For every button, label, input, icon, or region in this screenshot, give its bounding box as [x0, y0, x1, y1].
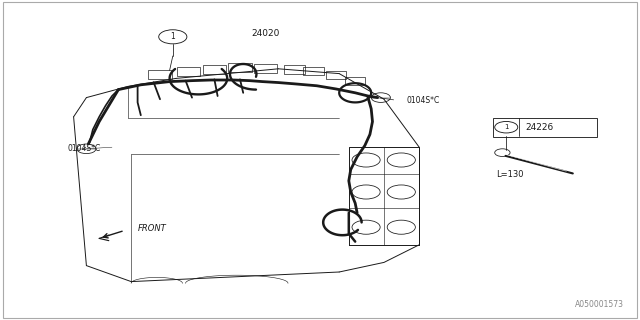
Text: 1: 1 — [170, 32, 175, 41]
Bar — [303, 67, 324, 75]
Bar — [228, 63, 252, 72]
Bar — [284, 65, 305, 74]
Text: 24226: 24226 — [525, 123, 554, 132]
Text: L=130: L=130 — [496, 170, 524, 179]
Bar — [203, 65, 226, 74]
Text: 1: 1 — [504, 124, 509, 130]
FancyBboxPatch shape — [493, 118, 597, 137]
Text: 0104S*C: 0104S*C — [406, 96, 440, 105]
Bar — [345, 77, 365, 85]
Text: FRONT: FRONT — [138, 224, 166, 233]
Bar — [254, 64, 277, 73]
Text: 24020: 24020 — [252, 29, 280, 38]
Bar — [148, 70, 172, 79]
Text: 0104S*C: 0104S*C — [67, 144, 100, 153]
Bar — [326, 71, 346, 79]
Bar — [177, 67, 200, 76]
Text: A050001573: A050001573 — [575, 300, 624, 309]
